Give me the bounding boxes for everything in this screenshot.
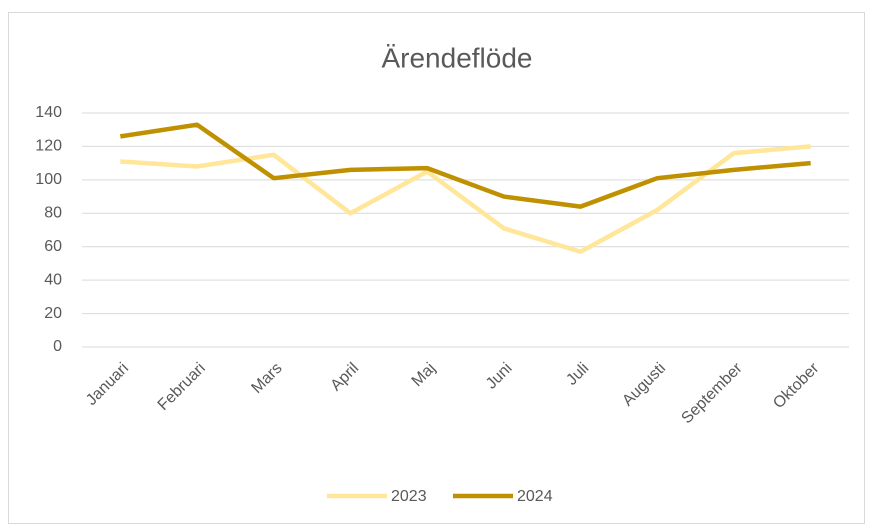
y-tick-label: 80 bbox=[44, 205, 62, 222]
series-line bbox=[120, 122, 811, 209]
y-tick-label: 100 bbox=[35, 171, 62, 188]
y-tick-label: 40 bbox=[44, 271, 62, 288]
y-tick-label: 120 bbox=[35, 138, 62, 155]
y-tick-label: 140 bbox=[35, 104, 62, 121]
y-tick-label: 20 bbox=[44, 305, 62, 322]
legend-label: 2024 bbox=[517, 488, 553, 505]
chart-title: Ärendeflöde bbox=[381, 42, 532, 73]
legend-label: 2023 bbox=[391, 488, 427, 505]
chart-border bbox=[8, 12, 865, 524]
series-line bbox=[120, 144, 811, 254]
y-tick-label: 0 bbox=[53, 338, 62, 355]
y-tick-label: 60 bbox=[44, 238, 62, 255]
